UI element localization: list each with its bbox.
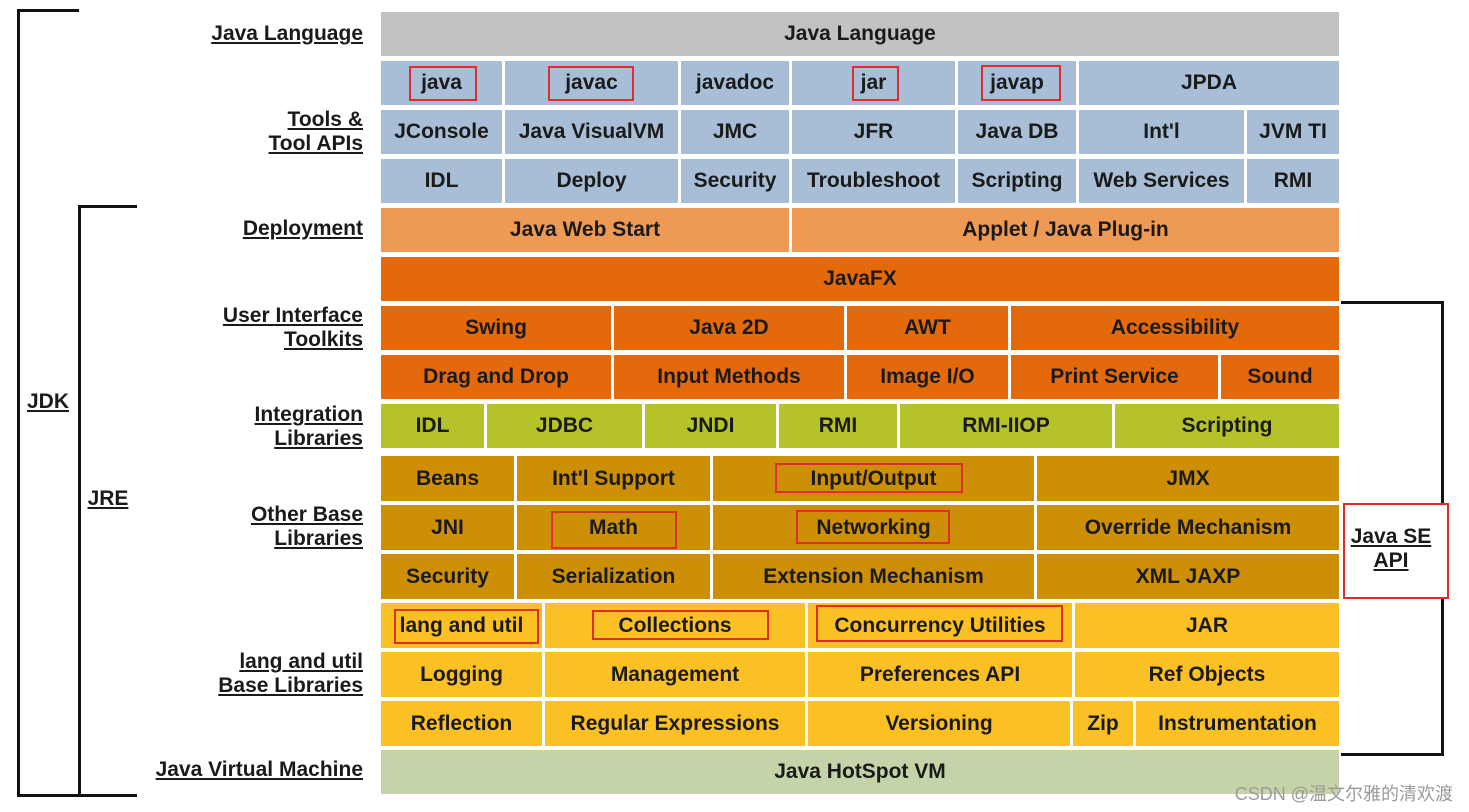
ui-swing: Swing (381, 306, 611, 350)
label-deployment: Deployment (242, 217, 363, 240)
base-intl-support: Int'l Support (517, 456, 710, 501)
ui-java-2d: Java 2D (614, 306, 844, 350)
int-idl: IDL (381, 404, 484, 448)
tool-rmi: RMI (1247, 159, 1339, 203)
lang-preferences-api: Preferences API (808, 652, 1072, 697)
highlight-input-output (775, 463, 963, 493)
ui-print-service: Print Service (1011, 355, 1218, 399)
base-extension-mechanism: Extension Mechanism (713, 554, 1034, 599)
label-tools-line2: Tool APIs (268, 132, 364, 155)
highlight-concurrency-utilities (816, 605, 1063, 642)
lang-zip: Zip (1073, 701, 1133, 746)
highlight-jar (852, 66, 899, 101)
jre-bracket (78, 205, 137, 797)
highlight-math (551, 511, 677, 549)
java-se-api-highlight (1343, 503, 1449, 599)
base-beans: Beans (381, 456, 514, 501)
ui-drag-and-drop: Drag and Drop (381, 355, 611, 399)
int-jdbc: JDBC (487, 404, 642, 448)
tool-deploy: Deploy (505, 159, 678, 203)
tool-java: java (381, 61, 502, 105)
label-ui-line1: User Interface (222, 304, 363, 327)
base-security: Security (381, 554, 514, 599)
label-lang-line2: Base Libraries (218, 674, 363, 697)
highlight-collections (592, 610, 769, 640)
tool-troubleshoot: Troubleshoot (792, 159, 955, 203)
int-rmi-iiop: RMI-IIOP (900, 404, 1112, 448)
int-rmi: RMI (779, 404, 897, 448)
highlight-javac (548, 66, 634, 101)
deploy-applet-plugin: Applet / Java Plug-in (792, 208, 1339, 252)
tool-jfr: JFR (792, 110, 955, 154)
tool-web-services: Web Services (1079, 159, 1244, 203)
base-serialization: Serialization (517, 554, 710, 599)
tool-idl: IDL (381, 159, 502, 203)
ui-awt: AWT (847, 306, 1008, 350)
lang-jar: JAR (1075, 603, 1339, 648)
tool-jvm-ti: JVM TI (1247, 110, 1339, 154)
java-se-api-label-line1: Java SE (1350, 525, 1432, 548)
highlight-javap (981, 65, 1061, 101)
ui-input-methods: Input Methods (614, 355, 844, 399)
ui-accessibility: Accessibility (1011, 306, 1339, 350)
lang-reflection: Reflection (381, 701, 542, 746)
label-tools-line1: Tools & (287, 108, 363, 131)
jdk-label: JDK (22, 390, 74, 414)
tool-security: Security (681, 159, 789, 203)
ui-image-io: Image I/O (847, 355, 1008, 399)
lang-ref-objects: Ref Objects (1075, 652, 1339, 697)
base-input-output: Input/Output (713, 456, 1034, 501)
ui-javafx: JavaFX (381, 257, 1339, 301)
label-java-language: Java Language (211, 22, 363, 45)
tool-scripting: Scripting (958, 159, 1076, 203)
highlight-java (409, 66, 477, 101)
base-jmx: JMX (1037, 456, 1339, 501)
ui-sound: Sound (1221, 355, 1339, 399)
tool-java-db: Java DB (958, 110, 1076, 154)
lang-management: Management (545, 652, 805, 697)
jdk-bracket (17, 9, 79, 797)
tool-jconsole: JConsole (381, 110, 502, 154)
highlight-networking (796, 510, 950, 544)
base-jni: JNI (381, 505, 514, 550)
watermark: CSDN @温文尔雅的清欢渡 (1234, 784, 1453, 804)
java-language-bar: Java Language (381, 12, 1339, 56)
jre-label: JRE (87, 487, 129, 510)
jvm-hotspot: Java HotSpot VM (381, 750, 1339, 794)
label-ui-line2: Toolkits (284, 328, 363, 351)
tool-jmc: JMC (681, 110, 789, 154)
label-jvm: Java Virtual Machine (155, 758, 363, 781)
label-other-line2: Libraries (274, 527, 363, 550)
lang-instrumentation: Instrumentation (1136, 701, 1339, 746)
label-lang-line1: lang and util (239, 650, 363, 673)
label-other-line1: Other Base (250, 503, 363, 526)
deploy-java-web-start: Java Web Start (381, 208, 789, 252)
tool-javac: javac (505, 61, 678, 105)
highlight-lang-and-util (394, 609, 539, 644)
tool-java-visualvm: Java VisualVM (505, 110, 678, 154)
tool-jar: jar (792, 61, 955, 105)
base-override-mechanism: Override Mechanism (1037, 505, 1339, 550)
base-xml-jaxp: XML JAXP (1037, 554, 1339, 599)
label-integration-line2: Libraries (274, 427, 363, 450)
tool-intl: Int'l (1079, 110, 1244, 154)
lang-regular-expressions: Regular Expressions (545, 701, 805, 746)
label-integration-line1: Integration (254, 403, 364, 426)
java-se-api-label-line2: API (1373, 549, 1409, 572)
base-networking: Networking (713, 505, 1034, 550)
int-jndi: JNDI (645, 404, 776, 448)
tool-javap: javap (958, 61, 1076, 105)
tool-javadoc: javadoc (681, 61, 789, 105)
int-scripting: Scripting (1115, 404, 1339, 448)
tool-jpda: JPDA (1079, 61, 1339, 105)
lang-logging: Logging (381, 652, 542, 697)
lang-versioning: Versioning (808, 701, 1070, 746)
